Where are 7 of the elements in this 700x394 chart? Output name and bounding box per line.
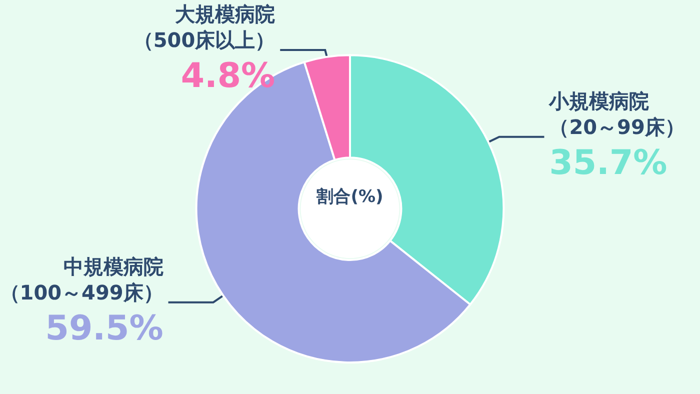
data-label: 4.8% — [180, 56, 276, 96]
slice-label: 大規模病院（500床以上） — [133, 2, 276, 52]
text: 割合(%) — [316, 187, 384, 207]
slice-label: 小規模病院（20～99床） — [548, 88, 685, 139]
slice-label: 中規模病院（100～499床） — [0, 254, 164, 304]
data-label: 35.7% — [549, 142, 668, 183]
data-label: 59.5% — [45, 308, 164, 348]
